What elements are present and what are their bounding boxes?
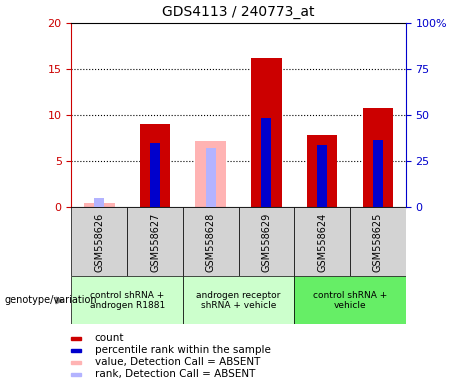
Text: GSM558626: GSM558626 [95, 212, 104, 271]
Bar [294, 207, 350, 276]
Text: rank, Detection Call = ABSENT: rank, Detection Call = ABSENT [95, 369, 255, 379]
Bar [350, 207, 406, 276]
Bar [373, 140, 383, 207]
Title: GDS4113 / 240773_at: GDS4113 / 240773_at [162, 5, 315, 19]
Bar [294, 276, 406, 324]
Bar [307, 134, 337, 207]
Bar [71, 349, 82, 352]
Text: GSM558624: GSM558624 [317, 212, 327, 271]
Bar [84, 203, 115, 207]
Bar [195, 141, 226, 207]
Text: GSM558625: GSM558625 [373, 212, 383, 271]
Bar [183, 207, 238, 276]
Text: GSM558628: GSM558628 [206, 212, 216, 271]
Text: GSM558629: GSM558629 [261, 212, 272, 271]
Text: control shRNA +
androgen R1881: control shRNA + androgen R1881 [89, 291, 165, 310]
Text: count: count [95, 333, 124, 343]
Bar [71, 373, 82, 376]
Bar [71, 207, 127, 276]
Text: percentile rank within the sample: percentile rank within the sample [95, 345, 271, 355]
Bar [127, 207, 183, 276]
Text: androgen receptor
shRNA + vehicle: androgen receptor shRNA + vehicle [196, 291, 281, 310]
Bar [71, 276, 183, 324]
Text: control shRNA +
vehicle: control shRNA + vehicle [313, 291, 387, 310]
Bar [140, 124, 170, 207]
Bar [362, 108, 393, 207]
Bar [238, 207, 294, 276]
Text: value, Detection Call = ABSENT: value, Detection Call = ABSENT [95, 357, 260, 367]
Bar [150, 143, 160, 207]
Bar [183, 276, 294, 324]
Bar [71, 337, 82, 339]
Bar [95, 198, 104, 207]
Bar [71, 361, 82, 364]
Bar [251, 58, 282, 207]
Bar [317, 145, 327, 207]
Bar [261, 118, 272, 207]
Bar [206, 148, 216, 207]
Text: GSM558627: GSM558627 [150, 212, 160, 271]
Text: genotype/variation: genotype/variation [5, 295, 97, 306]
